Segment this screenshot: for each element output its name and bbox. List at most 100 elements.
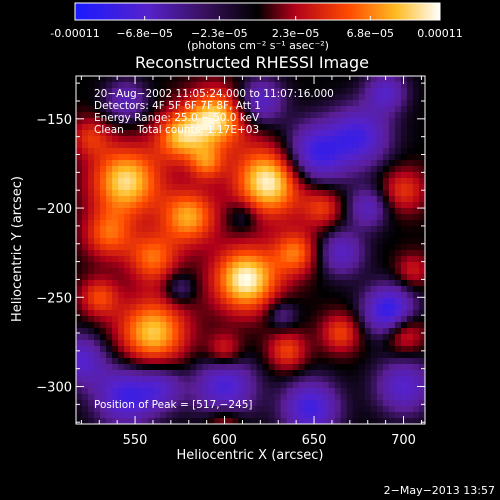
heatmap-cell <box>346 298 354 305</box>
heatmap-cell <box>250 244 258 251</box>
heatmap-cell <box>298 328 306 335</box>
heatmap-cell <box>148 382 155 389</box>
heatmap-cell <box>418 304 425 311</box>
heatmap-cell <box>130 298 137 305</box>
heatmap-cell <box>166 268 173 275</box>
heatmap-cell <box>256 370 264 377</box>
heatmap-cell <box>352 148 360 155</box>
heatmap-cell <box>382 100 390 107</box>
heatmap-cell <box>406 76 414 83</box>
heatmap-cell <box>244 136 252 143</box>
heatmap-cell <box>94 190 101 197</box>
heatmap-cell <box>280 166 288 173</box>
heatmap-cell <box>262 190 270 197</box>
heatmap-cell <box>178 190 185 197</box>
heatmap-cell <box>322 82 330 89</box>
heatmap-cell <box>298 280 306 287</box>
heatmap-cell <box>400 118 408 125</box>
heatmap-cell <box>226 328 234 335</box>
heatmap-cell <box>112 406 119 413</box>
heatmap-cell <box>94 268 101 275</box>
heatmap-cell <box>82 394 89 401</box>
heatmap-cell <box>268 262 276 269</box>
heatmap-cell <box>142 172 149 179</box>
heatmap-cell <box>208 388 215 395</box>
heatmap-cell <box>250 76 258 83</box>
heatmap-cell <box>214 370 222 377</box>
heatmap-cell <box>232 196 240 203</box>
heatmap-cell <box>142 202 149 209</box>
heatmap-cell <box>112 400 119 407</box>
heatmap-cell <box>280 274 288 281</box>
heatmap-cell <box>382 268 390 275</box>
heatmap-cell <box>256 352 264 359</box>
heatmap-cell <box>148 280 155 287</box>
heatmap-cell <box>148 406 155 413</box>
heatmap-cell <box>160 376 167 383</box>
heatmap-cell <box>334 412 342 419</box>
heatmap-cell <box>406 316 414 323</box>
heatmap-cell <box>250 418 258 424</box>
heatmap-cell <box>220 166 228 173</box>
heatmap-cell <box>304 220 312 227</box>
heatmap-cell <box>88 142 95 149</box>
heatmap-cell <box>154 136 161 143</box>
heatmap-cell <box>418 388 425 395</box>
heatmap-cell <box>370 340 378 347</box>
heatmap-cell <box>166 262 173 269</box>
heatmap-cell <box>376 82 384 89</box>
heatmap-cell <box>292 100 300 107</box>
heatmap-cell <box>148 328 155 335</box>
heatmap-cell <box>376 322 384 329</box>
heatmap-cell <box>106 274 113 281</box>
heatmap-cell <box>334 160 342 167</box>
heatmap-cell <box>310 286 318 293</box>
heatmap-cell <box>280 412 288 419</box>
heatmap-cell <box>406 232 414 239</box>
heatmap-cell <box>268 130 276 137</box>
heatmap-cell <box>406 256 414 263</box>
heatmap-cell <box>160 130 167 137</box>
heatmap-cell <box>340 370 348 377</box>
heatmap-cell <box>322 130 330 137</box>
heatmap-cell <box>268 328 276 335</box>
heatmap-cell <box>160 400 167 407</box>
heatmap-cell <box>256 304 264 311</box>
heatmap-cell <box>334 148 342 155</box>
heatmap-cell <box>328 232 336 239</box>
heatmap-cell <box>298 112 306 119</box>
heatmap-cell <box>316 346 324 353</box>
heatmap-cell <box>208 94 215 101</box>
heatmap-cell <box>148 76 155 83</box>
heatmap-cell <box>268 172 276 179</box>
heatmap-cell <box>274 184 282 191</box>
heatmap-cell <box>292 286 300 293</box>
heatmap-cell <box>154 232 161 239</box>
heatmap-cell <box>304 82 312 89</box>
heatmap-cell <box>88 244 95 251</box>
heatmap-cell <box>292 166 300 173</box>
heatmap-cell <box>358 190 366 197</box>
heatmap-cell <box>202 148 209 155</box>
colorbar-tick-label: -0.00011 <box>50 27 99 40</box>
heatmap-cell <box>142 310 149 317</box>
heatmap-cell <box>88 406 95 413</box>
heatmap-cell <box>166 142 173 149</box>
heatmap-cell <box>220 310 228 317</box>
heatmap-cell <box>280 112 288 119</box>
heatmap-cell <box>208 232 215 239</box>
heatmap-cell <box>346 412 354 419</box>
heatmap-cell <box>268 100 276 107</box>
heatmap-cell <box>292 406 300 413</box>
heatmap-cell <box>214 214 222 221</box>
heatmap-cell <box>76 358 83 365</box>
heatmap-cell <box>274 208 282 215</box>
heatmap-cell <box>118 136 125 143</box>
heatmap-cell <box>214 322 222 329</box>
heatmap-cell <box>100 88 107 95</box>
heatmap-cell <box>118 322 125 329</box>
heatmap-cell <box>220 406 228 413</box>
heatmap-cell <box>298 220 306 227</box>
heatmap-cell <box>256 376 264 383</box>
heatmap-cell <box>226 268 234 275</box>
